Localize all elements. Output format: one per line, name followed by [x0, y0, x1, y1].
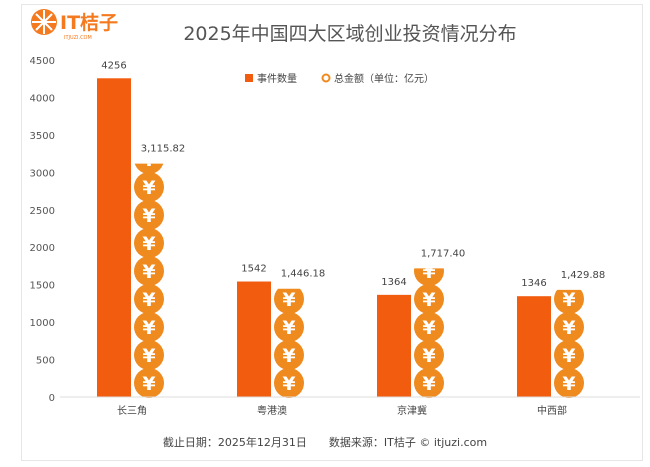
yuan-coin-icon: [134, 163, 164, 174]
coin-stack-amount: ¥ ¥ ¥ ¥ ¥ ¥ ¥ ¥ ¥: [134, 149, 164, 398]
bar-value-label: 1364: [381, 277, 406, 288]
yuan-coin-icon: [134, 284, 164, 314]
x-category-label: 中西部: [537, 404, 567, 417]
yuan-symbol: ¥: [282, 345, 295, 367]
plot-area: 4256 ¥ ¥ ¥ ¥ ¥ ¥ ¥ ¥ ¥3,115.82 长三角 1542 ¥ ¥ ¥ ¥1,446.18…: [97, 60, 605, 417]
y-tick-label: 3000: [30, 168, 55, 179]
y-tick-label: 1000: [30, 318, 55, 329]
category-group: 4256 ¥ ¥ ¥ ¥ ¥ ¥ ¥ ¥ ¥3,115.82 长三角: [97, 60, 185, 417]
bar-value-label: 1346: [521, 278, 546, 289]
yuan-symbol: ¥: [562, 373, 575, 395]
category-group: 1364 ¥ ¥ ¥ ¥ ¥1,717.40 京津冀: [377, 248, 465, 417]
yuan-symbol: ¥: [142, 345, 155, 367]
yuan-coin-icon: [554, 340, 584, 370]
footer-source: 截止日期：2025年12月31日 数据来源：IT桔子 © itjuzi.com: [163, 435, 487, 449]
logo-subtext: ITJUZI.COM: [64, 35, 92, 41]
bar-event-count: [97, 78, 131, 397]
amount-value-label: 3,115.82: [141, 144, 186, 155]
yuan-symbol: ¥: [142, 233, 155, 255]
legend-label-count: 事件数量: [257, 72, 297, 85]
x-category-label: 长三角: [117, 405, 147, 417]
yuan-coin-icon: [554, 312, 584, 342]
amount-value-label: 1,429.88: [561, 270, 606, 281]
legend-swatch-bar: [245, 74, 253, 82]
y-tick-label: 2500: [30, 206, 55, 217]
yuan-symbol: ¥: [422, 373, 435, 395]
category-group: 1346 ¥ ¥ ¥ ¥1,429.88 中西部: [517, 270, 605, 417]
yuan-coin-icon: [414, 284, 444, 314]
yuan-symbol: ¥: [142, 149, 155, 171]
coin-stack-amount: ¥ ¥ ¥ ¥ ¥: [414, 261, 444, 398]
y-tick-label: 0: [49, 393, 55, 404]
legend-coin-icon: [321, 73, 331, 83]
yuan-symbol: ¥: [142, 177, 155, 199]
yuan-coin-icon: [414, 312, 444, 342]
yuan-symbol: ¥: [422, 261, 435, 283]
x-category-label: 京津冀: [397, 404, 427, 417]
yuan-symbol: ¥: [142, 205, 155, 227]
chart-title: 2025年中国四大区域创业投资情况分布: [183, 23, 516, 45]
yuan-coin-icon: [134, 256, 164, 286]
y-tick-label: 3500: [30, 131, 55, 142]
yuan-coin-icon: [134, 312, 164, 342]
legend-label-amount: 总金额（单位：亿元）: [334, 72, 434, 85]
yuan-symbol: ¥: [422, 289, 435, 311]
yuan-coin-icon: [414, 368, 444, 398]
y-axis: 0 500 1000 1500 2000 2500 3000 3500 4000 4500: [30, 56, 55, 404]
yuan-coin-icon: [274, 288, 304, 314]
bar-event-count: [377, 294, 411, 397]
bar-value-label: 1542: [241, 264, 266, 275]
yuan-symbol: ¥: [142, 317, 155, 339]
yuan-symbol: ¥: [282, 317, 295, 339]
coin-stack-amount: ¥ ¥ ¥ ¥: [274, 288, 304, 398]
y-tick-label: 500: [36, 356, 55, 367]
y-tick-label: 4500: [30, 56, 55, 67]
yuan-coin-icon: [554, 289, 584, 314]
yuan-symbol: ¥: [422, 345, 435, 367]
yuan-coin-icon: [414, 340, 444, 370]
amount-value-label: 1,717.40: [421, 248, 466, 259]
yuan-symbol: ¥: [562, 317, 575, 339]
yuan-coin-icon: [274, 340, 304, 370]
y-tick-label: 1500: [30, 281, 55, 292]
yuan-coin-icon: [134, 228, 164, 258]
amount-value-label: 1,446.18: [281, 269, 326, 280]
yuan-symbol: ¥: [562, 289, 575, 311]
logo-text: IT桔子: [60, 11, 118, 34]
bar-value-label: 4256: [101, 60, 126, 71]
category-group: 1542 ¥ ¥ ¥ ¥1,446.18 粤港澳: [237, 264, 325, 417]
logo: IT桔子 ITJUZI.COM: [31, 9, 118, 41]
coin-stack-amount: ¥ ¥ ¥ ¥: [554, 289, 584, 398]
yuan-coin-icon: [134, 172, 164, 202]
yuan-coin-icon: [414, 268, 444, 286]
yuan-symbol: ¥: [142, 261, 155, 283]
bar-event-count: [517, 296, 551, 397]
yuan-symbol: ¥: [282, 373, 295, 395]
yuan-symbol: ¥: [142, 373, 155, 395]
yuan-coin-icon: [134, 368, 164, 398]
yuan-coin-icon: [274, 312, 304, 342]
bar-event-count: [237, 281, 271, 397]
y-tick-label: 4000: [30, 93, 55, 104]
yuan-symbol: ¥: [562, 345, 575, 367]
yuan-coin-icon: [554, 368, 584, 398]
yuan-symbol: ¥: [282, 289, 295, 311]
yuan-symbol: ¥: [422, 317, 435, 339]
x-category-label: 粤港澳: [257, 404, 287, 417]
yuan-coin-icon: [274, 368, 304, 398]
legend: 事件数量 总金额（单位：亿元）: [245, 72, 434, 85]
y-tick-label: 2000: [30, 243, 55, 254]
yuan-coin-icon: [134, 200, 164, 230]
yuan-coin-icon: [134, 340, 164, 370]
yuan-symbol: ¥: [142, 289, 155, 311]
